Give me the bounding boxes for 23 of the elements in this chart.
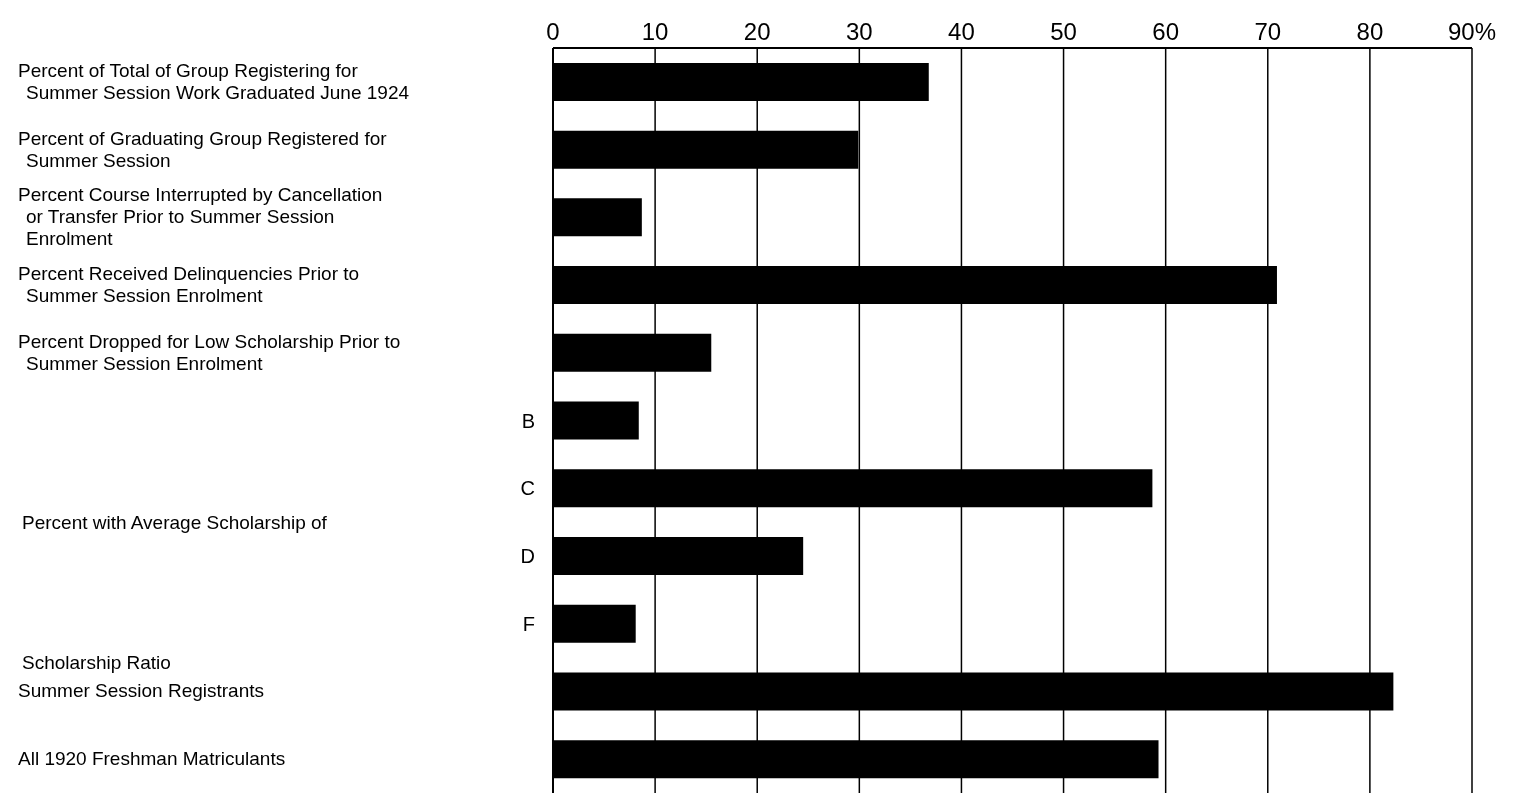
y-tick-label: Percent Course Interrupted by Cancellation or Transfer Prior to Summer Session Enrolment — [18, 184, 383, 250]
x-tick-label: 0 — [546, 18, 560, 45]
x-tick-label: 30 — [845, 18, 873, 45]
y-tick-label: C — [520, 477, 535, 500]
y-tick-label: B — [521, 409, 535, 432]
text: Percent with Average Scholarship of — [22, 512, 328, 534]
y-tick-label: Percent of Graduating Group Registered for Summer Session — [18, 127, 388, 171]
y-tick-label: All 1920 Freshman Matriculants — [18, 748, 286, 770]
x-tick-label: 20 — [743, 18, 771, 45]
y-tick-label: Percent Received Delinquencies Prior to Summer Session Enrolment — [18, 263, 360, 307]
y-tick-label: D — [520, 544, 535, 567]
x-tick-label: 60 — [1152, 18, 1180, 45]
x-tick-label: 80 — [1356, 18, 1384, 45]
x-tick-label: 50 — [1050, 18, 1077, 45]
y-tick-label: F — [522, 612, 535, 635]
x-tick-label: 10 — [641, 18, 669, 45]
x-tick-label: 40 — [948, 18, 975, 45]
x-tick-label: 90% — [1447, 18, 1497, 45]
y-tick-label: Summer Session Registrants — [18, 680, 265, 702]
y-tick-label: Percent Dropped for Low Scholarship Prior to Summer Session Enrolment — [18, 330, 401, 374]
x-tick-label: 70 — [1254, 18, 1282, 45]
y-tick-label: Percent of Total of Group Registering for Summer Session Work Graduated June 1924 — [18, 59, 410, 103]
text: Scholarship Ratio — [22, 652, 171, 674]
